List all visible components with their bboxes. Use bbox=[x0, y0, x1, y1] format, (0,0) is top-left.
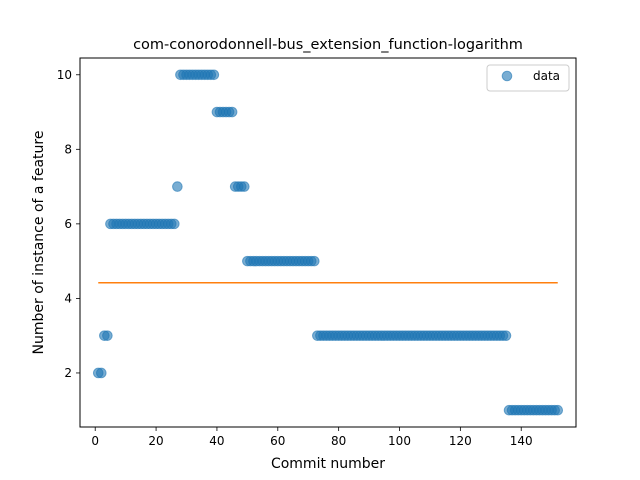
data-point bbox=[96, 367, 107, 379]
y-axis: 2 4 6 8 10 bbox=[57, 68, 80, 380]
x-tick-label: 40 bbox=[209, 434, 224, 448]
plot-frame bbox=[79, 57, 577, 428]
data-point bbox=[552, 404, 564, 416]
marks-layer bbox=[92, 69, 564, 416]
x-axis: 0 20 40 60 80 100 120 140 bbox=[91, 427, 533, 448]
x-tick-label: 60 bbox=[270, 434, 285, 448]
data-point bbox=[500, 330, 512, 341]
x-tick-label: 20 bbox=[148, 434, 163, 448]
data-point bbox=[208, 69, 220, 81]
data-point bbox=[172, 181, 183, 192]
data-point bbox=[239, 181, 250, 192]
y-tick-label: 10 bbox=[57, 68, 72, 82]
data-point bbox=[102, 330, 113, 341]
legend: data bbox=[486, 64, 570, 92]
y-tick-label: 6 bbox=[64, 217, 72, 231]
x-tick-label: 140 bbox=[510, 434, 533, 448]
plot-background bbox=[80, 58, 576, 427]
x-tick-label: 0 bbox=[91, 434, 99, 448]
y-tick-label: 4 bbox=[64, 291, 72, 305]
data-point bbox=[226, 106, 238, 118]
y-axis-label: Number of instance of a feature bbox=[31, 131, 47, 355]
plot-area bbox=[79, 57, 577, 428]
x-axis-label: Commit number bbox=[271, 456, 385, 472]
legend-marker-data bbox=[501, 70, 513, 82]
y-tick-label: 2 bbox=[64, 366, 72, 380]
x-tick-label: 120 bbox=[449, 434, 472, 448]
x-tick-label: 100 bbox=[388, 434, 411, 448]
data-point bbox=[309, 255, 320, 267]
x-tick-label: 80 bbox=[331, 434, 346, 448]
legend-label-data: data bbox=[533, 69, 560, 83]
chart-title: com-conorodonnell-bus_extension_function… bbox=[133, 37, 523, 53]
y-tick-label: 8 bbox=[64, 142, 72, 156]
data-point bbox=[169, 218, 180, 230]
